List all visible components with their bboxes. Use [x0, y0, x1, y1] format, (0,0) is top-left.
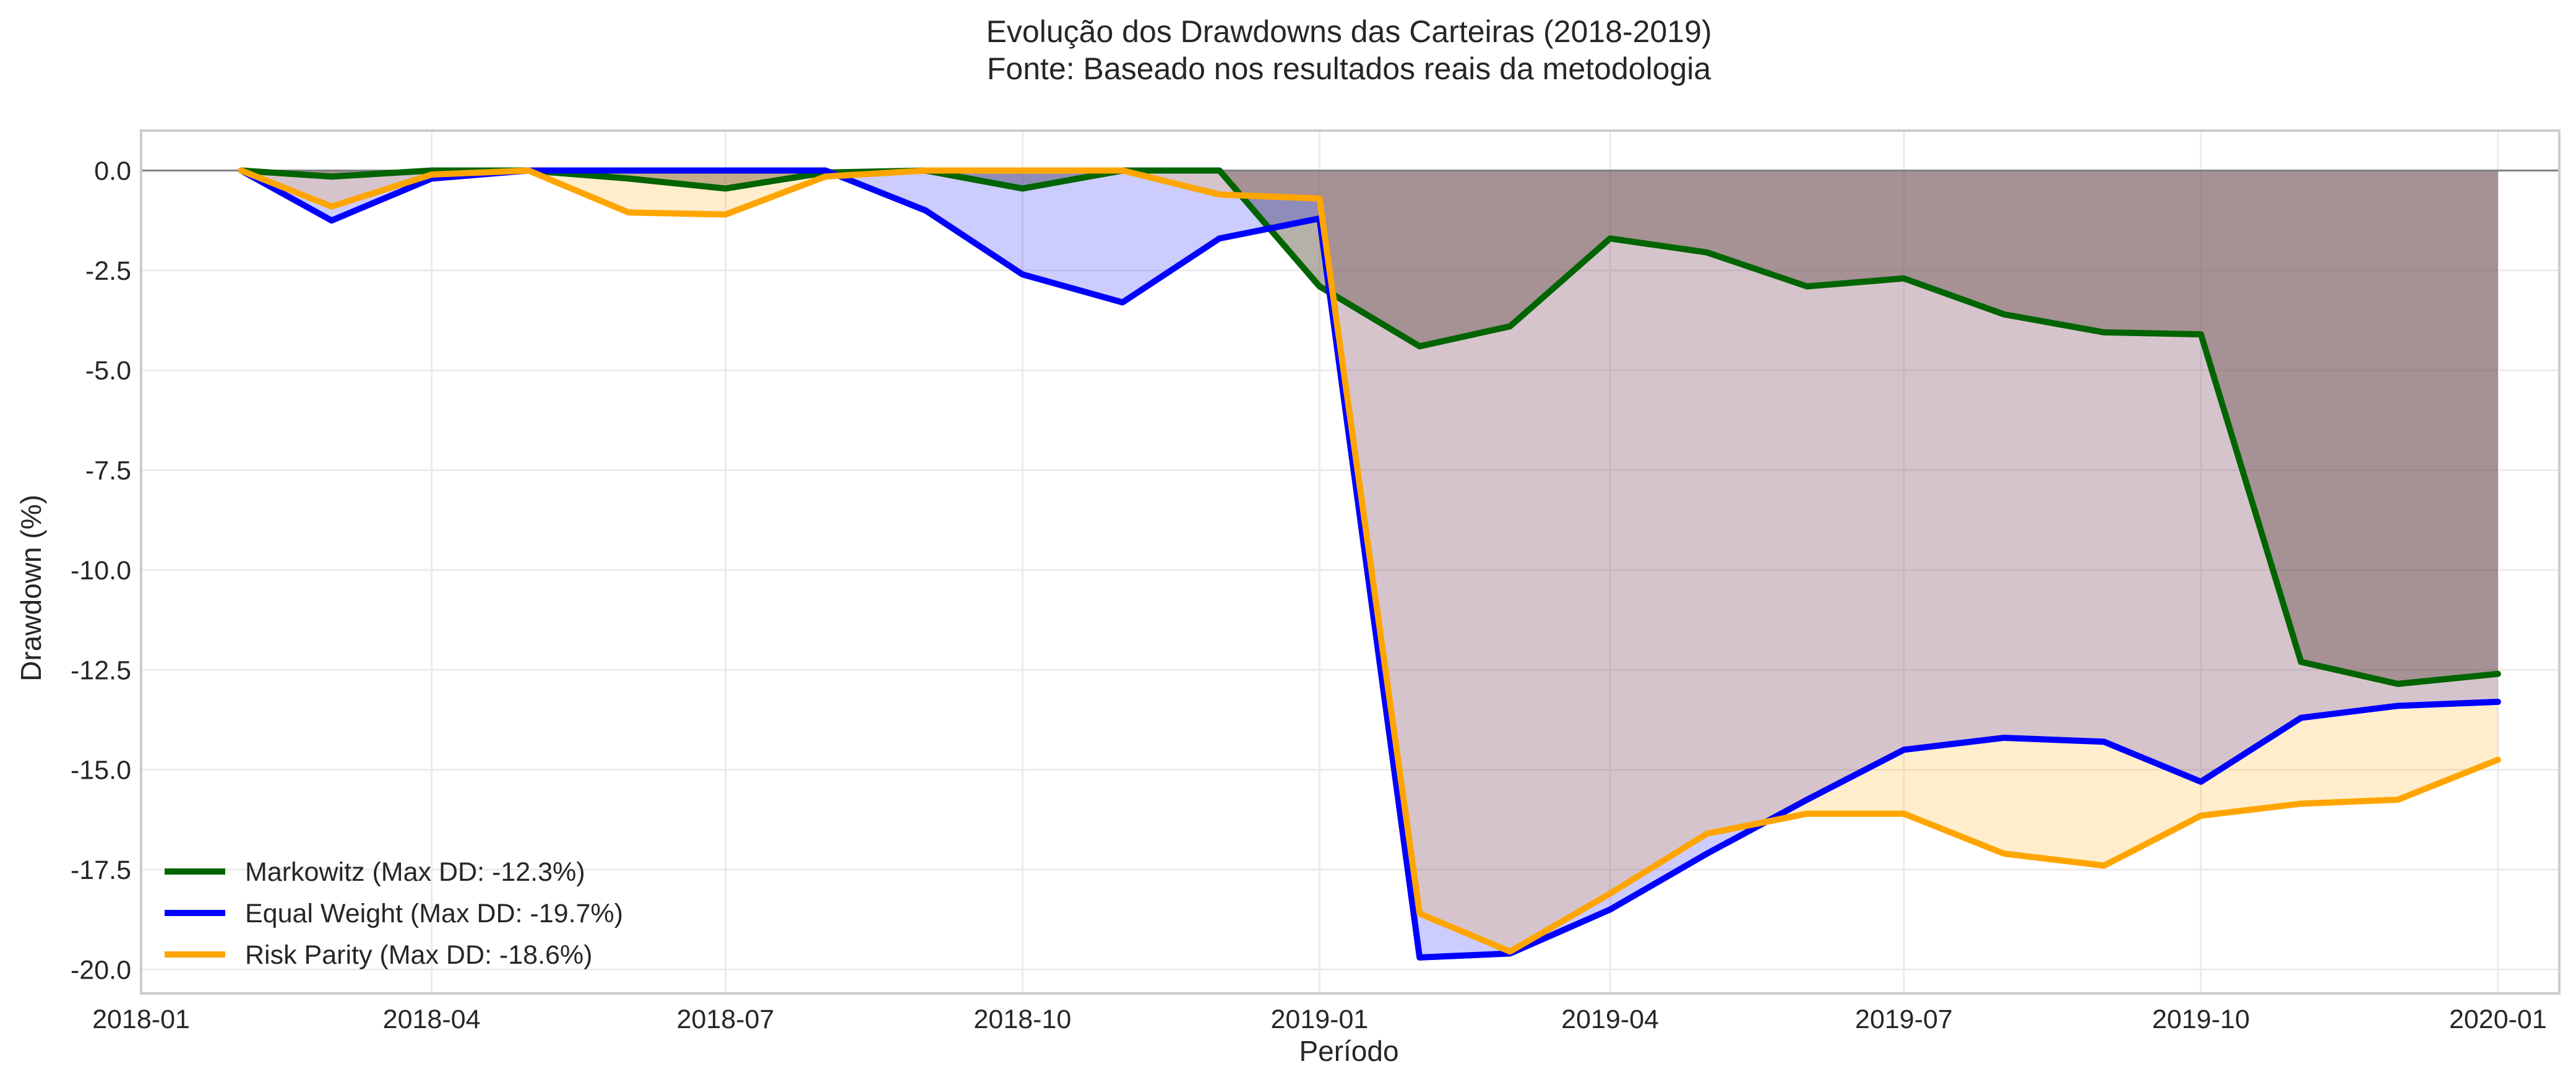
x-tick-labels: 2018-01 2018-04 2018-07 2018-10 2019-01 2019-… [92, 1005, 2547, 1034]
series-line [238, 167, 2501, 955]
series-line [238, 167, 2501, 687]
chart-title: Evolução dos Drawdowns das Carteiras (20… [986, 14, 1712, 49]
y-tick-label: -5.0 [85, 356, 131, 386]
x-tick-label: 2018-01 [92, 1005, 190, 1034]
y-tick-label: 0.0 [94, 157, 131, 186]
drawdown-fill-area [241, 170, 2498, 684]
legend: Markowitz (Max DD: -12.3%) Equal Weight (… [165, 857, 623, 970]
x-tick-label: 2018-07 [676, 1005, 774, 1034]
x-tick-label: 2019-04 [1561, 1005, 1659, 1034]
y-tick-labels: 0.0 -2.5 -5.0 -7.5 -10.0 -12.5 -15.0 -17.5 -20.0 [71, 157, 131, 985]
y-tick-label: -20.0 [71, 955, 131, 985]
x-tick-label: 2019-01 [1271, 1005, 1369, 1034]
legend-label: Equal Weight (Max DD: -19.7%) [245, 899, 623, 928]
drawdown-fill-area [241, 170, 2498, 952]
x-tick-label: 2018-04 [383, 1005, 481, 1034]
y-tick-label: -7.5 [85, 456, 131, 486]
chart-subtitle: Fonte: Baseado nos resultados reais da m… [987, 51, 1711, 86]
series-line [238, 167, 2501, 961]
legend-label: Risk Parity (Max DD: -18.6%) [245, 940, 592, 970]
plot-frame [140, 129, 2561, 995]
y-axis-label: Drawdown (%) [15, 495, 47, 681]
series-lines [238, 167, 2501, 961]
y-tick-label: -10.0 [71, 556, 131, 586]
y-tick-label: -2.5 [85, 256, 131, 286]
y-tick-label: -15.0 [71, 756, 131, 785]
x-tick-label: 2019-07 [1855, 1005, 1953, 1034]
x-axis-label: Período [1299, 1035, 1398, 1067]
x-tick-label: 2018-10 [974, 1005, 1072, 1034]
y-tick-label: -17.5 [71, 855, 131, 885]
y-tick-label: -12.5 [71, 655, 131, 685]
x-tick-label: 2020-01 [2449, 1005, 2547, 1034]
legend-label: Markowitz (Max DD: -12.3%) [245, 857, 585, 887]
x-tick-label: 2019-10 [2152, 1005, 2250, 1034]
